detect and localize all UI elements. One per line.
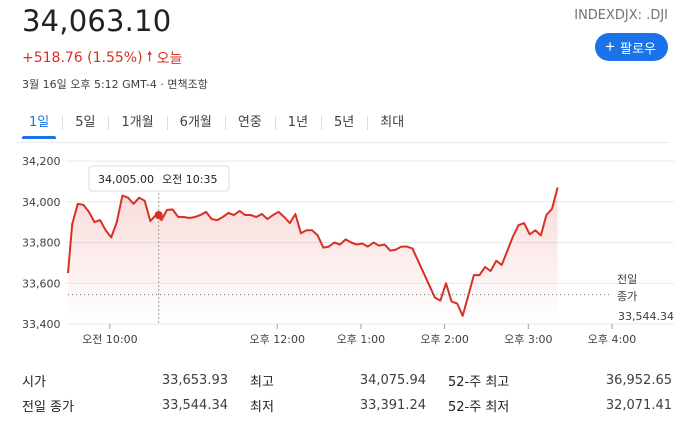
tooltip-time: 오전 10:35 [162,173,217,186]
timestamp: 3월 16일 오후 5:12 GMT-4 [22,78,157,91]
x-tick-label: 오전 10:00 [82,333,137,346]
arrow-up-icon: 🠕 [146,49,153,65]
stat-value3: 36,952.65 [605,373,672,388]
x-tick-label: 오후 1:00 [337,333,385,346]
x-tick-label: 오후 4:00 [588,333,636,346]
stat-value: 33,653.93 [161,373,228,388]
tab-2[interactable]: 1개월 [108,112,166,134]
previous-close-value: 33,544.34 [618,310,674,323]
timestamp-line: 3월 16일 오후 5:12 GMT-4 · 면책조항 [22,76,208,92]
stat-value2: 34,075.94 [359,373,426,388]
tab-0[interactable]: 1일 [16,112,62,139]
x-tick-label: 오후 12:00 [250,333,305,346]
range-tabs: 1일 5일 1개월 6개월 연중 1년 5년 최대 [16,112,417,139]
tab-7[interactable]: 최대 [367,112,417,134]
tab-4[interactable]: 연중 [224,112,275,134]
stat-value: 33,544.34 [161,398,228,413]
hover-point [154,210,163,219]
x-tick-label: 오후 3:00 [504,333,552,346]
stat-label: 전일 종가 [22,400,74,415]
y-tick-label: 34,200 [22,155,61,168]
tab-5[interactable]: 1년 [274,112,321,134]
follow-label: 팔로우 [620,40,656,56]
price: 34,063.10 [22,4,172,38]
tooltip-value: 34,005.00 [98,173,154,186]
stats-table: 시가 33,653.93 최고 34,075.94 52-주 최고 36,952.65 전일… [22,368,672,418]
stats-row: 전일 종가 33,544.34 최저 33,391.24 52-주 최저 32,071.4… [22,393,672,418]
tab-1[interactable]: 5일 [62,112,108,134]
follow-button[interactable]: + 팔로우 [595,33,668,61]
tab-6[interactable]: 5년 [321,112,367,134]
ticker-symbol: INDEXDJX: .DJI [574,8,668,23]
tooltip-box [88,165,230,192]
tooltip: 34,005.00 오전 10:35 [88,165,230,192]
previous-close-label-2: 종가 [617,290,637,303]
stat-value3: 32,071.41 [605,398,672,413]
stat-label2: 최저 [250,400,274,415]
stat-label3: 52-주 최고 [448,375,510,390]
area-fill [68,187,558,324]
stat-label: 시가 [22,375,46,390]
change-period: 오늘 [156,51,183,67]
y-tick-label: 33,600 [22,277,61,290]
tab-divider [16,142,670,143]
stat-value2: 33,391.24 [359,398,426,413]
x-tick-label: 오후 2:00 [420,333,468,346]
separator-dot: · [160,78,168,91]
tab-3[interactable]: 6개월 [166,112,225,134]
y-tick-label: 34,000 [22,196,61,209]
stat-label2: 최고 [250,375,274,390]
plus-icon: + [605,37,616,56]
disclaimer-link[interactable]: 면책조항 [167,78,208,91]
price-chart[interactable]: 34,200 34,000 33,800 33,600 33,400 전일 종가 33,… [0,148,686,353]
previous-close-label-1: 전일 [617,272,637,286]
stat-label3: 52-주 최저 [448,400,510,415]
price-change: +518.76 (1.55%) 🠕 오늘 [22,46,182,70]
y-tick-label: 33,800 [22,237,61,250]
stats-row: 시가 33,653.93 최고 34,075.94 52-주 최고 36,952.65 [22,368,672,393]
series-line [67,187,559,317]
y-tick-label: 33,400 [22,318,61,331]
change-value: +518.76 (1.55%) [22,50,143,66]
